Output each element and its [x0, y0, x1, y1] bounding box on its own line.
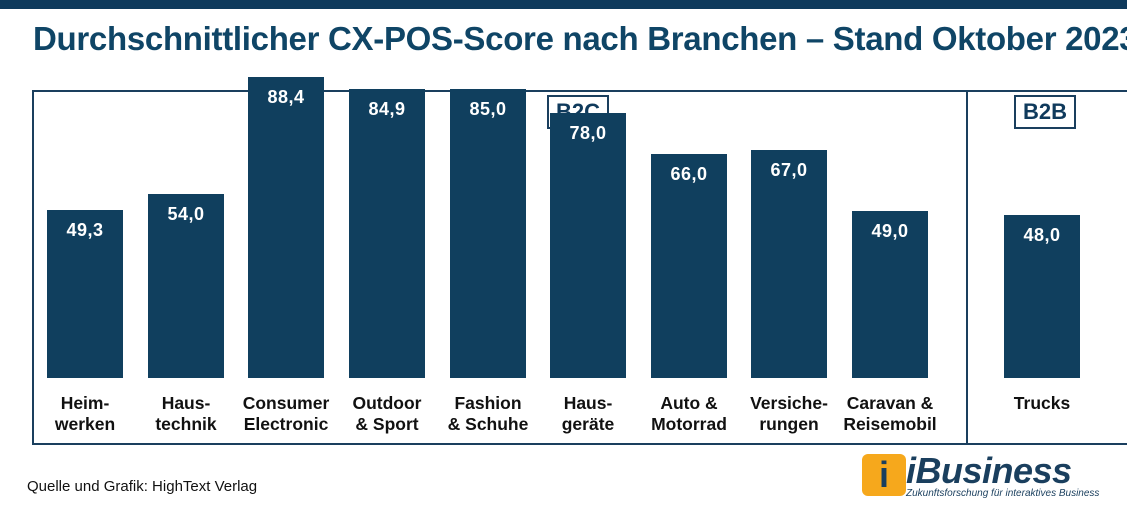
- bar-value-label: 78,0: [569, 122, 607, 143]
- bar-value-label: 49,3: [66, 220, 104, 241]
- source-note: Quelle und Grafik: HighText Verlag: [27, 478, 258, 495]
- category-label: Outdoor & Sport: [352, 393, 422, 434]
- bar-b2c-1: [148, 194, 224, 378]
- bar-value-label: 85,0: [469, 99, 507, 119]
- logo-wordmark: iBusiness: [906, 450, 1072, 491]
- top-bar: [0, 0, 1127, 9]
- bar-b2c-8: [852, 211, 928, 378]
- category-label: Versiche- rungen: [750, 393, 828, 434]
- category-label: Heim- werken: [54, 393, 116, 434]
- bar-b2c-5: [550, 112, 626, 378]
- bar-value-label: 48,0: [1023, 224, 1061, 245]
- category-label: Consumer Electronic: [242, 393, 330, 434]
- bar-value-label: 88,4: [267, 87, 305, 108]
- bar-b2b-0: [1004, 214, 1080, 378]
- category-label: Haus- geräte: [561, 393, 615, 434]
- chart-frame: [32, 90, 1127, 445]
- bar-b2c-3: [349, 89, 425, 378]
- logo-tagline: Zukunftsforschung für interaktives Busin…: [906, 488, 1100, 499]
- bar-value-label: 84,9: [368, 99, 406, 120]
- bar-b2c-0: [47, 210, 123, 378]
- bar-value-label: 49,0: [871, 221, 909, 242]
- category-label: Trucks: [1013, 393, 1071, 413]
- logo-mark-icon: i: [862, 454, 906, 496]
- category-label: Haus- technik: [155, 393, 217, 434]
- category-label: Auto & Motorrad: [651, 393, 727, 434]
- chart-title: Durchschnittlicher CX-POS-Score nach Bra…: [33, 20, 1127, 57]
- bar-b2c-6: [651, 153, 727, 378]
- bar-value-label: 66,0: [670, 163, 708, 184]
- ibusiness-logo: i iBusiness Zukunftsforschung für intera…: [862, 450, 1127, 502]
- category-label: Fashion & Schuhe: [447, 393, 529, 434]
- bar-value-label: 67,0: [770, 160, 808, 181]
- bar-b2c-2: [248, 77, 324, 378]
- category-label: Caravan & Reisemobil: [843, 393, 937, 434]
- segment-label-b2b: B2B: [1014, 95, 1077, 129]
- bar-b2c-7: [751, 150, 827, 378]
- bar-value-label: 54,0: [167, 204, 205, 225]
- segment-divider: [966, 90, 968, 445]
- bar-b2c-4: [450, 89, 526, 378]
